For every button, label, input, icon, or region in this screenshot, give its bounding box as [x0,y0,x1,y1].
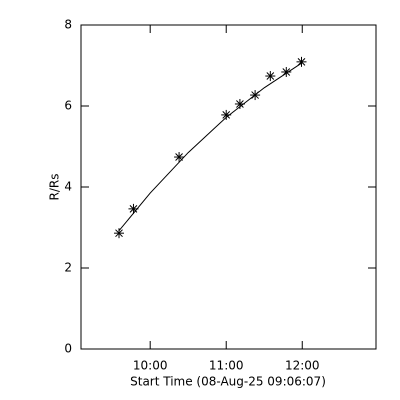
data-point [234,98,245,109]
data-point [114,228,125,239]
x-axis-title: Start Time (08-Aug-25 09:06:07) [130,375,326,389]
x-tick-label: 11:00 [209,359,244,373]
y-tick-label: 4 [64,180,72,194]
data-point [221,109,232,120]
y-tick-label: 0 [64,342,72,356]
plot-frame [80,24,377,350]
x-tick-label: 10:00 [133,359,168,373]
x-tick-label: 12:00 [285,359,320,373]
data-point [128,203,139,214]
data-point [265,71,276,82]
y-tick-label: 2 [64,261,72,275]
data-point [250,90,261,101]
y-axis-title: R/Rs [48,174,62,201]
data-point [174,152,185,163]
fit-line [118,62,303,232]
y-tick-label: 8 [64,18,72,32]
data-point [296,56,307,67]
y-tick-label: 6 [64,99,72,113]
data-point [281,66,292,77]
